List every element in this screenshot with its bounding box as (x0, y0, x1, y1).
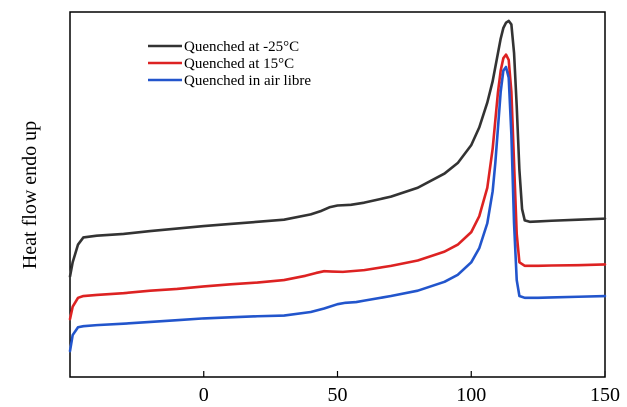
x-tick-label: 100 (456, 384, 486, 406)
y-axis-label: Heat flow endo up (19, 121, 41, 269)
x-tick-label: 0 (199, 384, 209, 406)
legend-label: Quenched in air libre (184, 73, 311, 89)
series-line-2 (68, 53, 607, 321)
series-line-3 (68, 65, 607, 353)
series-layer (68, 19, 607, 353)
x-tick-label: 150 (590, 384, 620, 406)
x-tick-label: 50 (328, 384, 348, 406)
series-line-1 (68, 19, 607, 278)
legend-label: Quenched at 15°C (184, 56, 294, 72)
x-axis-ticks: 0 50 100 150 (199, 371, 620, 406)
legend-label: Quenched at -25°C (184, 39, 299, 55)
